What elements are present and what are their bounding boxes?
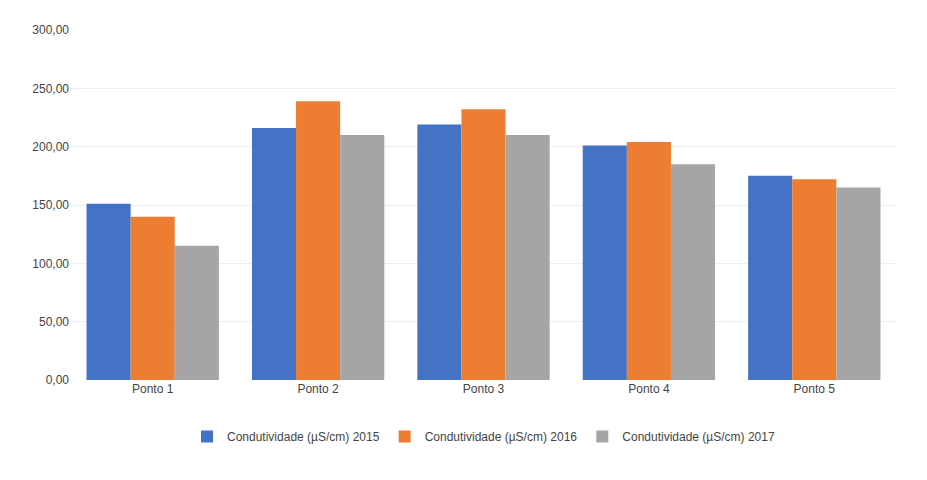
svg-text:250,00: 250,00: [32, 82, 69, 96]
svg-text:100,00: 100,00: [32, 257, 69, 271]
svg-text:Ponto 5: Ponto 5: [794, 382, 836, 396]
svg-text:Ponto 2: Ponto 2: [297, 382, 339, 396]
svg-text:0,00: 0,00: [46, 373, 70, 387]
svg-text:150,00: 150,00: [32, 198, 69, 212]
svg-text:50,00: 50,00: [39, 315, 69, 329]
svg-text:300,00: 300,00: [32, 23, 69, 37]
svg-text:Ponto 1: Ponto 1: [132, 382, 174, 396]
svg-text:Condutividade (µS/cm) 2015: Condutividade (µS/cm) 2015: [227, 430, 380, 444]
svg-text:Condutividade (µS/cm) 2017: Condutividade (µS/cm) 2017: [622, 430, 775, 444]
svg-text:Condutividade (µS/cm) 2016: Condutividade (µS/cm) 2016: [425, 430, 578, 444]
svg-text:Ponto 4: Ponto 4: [628, 382, 670, 396]
svg-text:200,00: 200,00: [32, 140, 69, 154]
svg-text:Ponto 3: Ponto 3: [463, 382, 505, 396]
